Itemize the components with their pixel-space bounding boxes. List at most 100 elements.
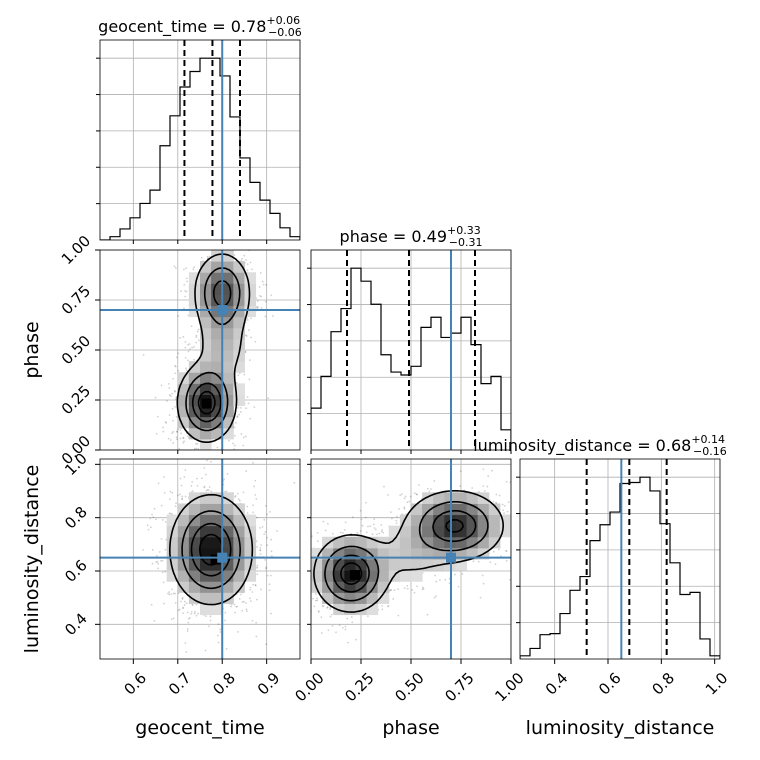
sample-point	[216, 446, 219, 449]
density-cell	[455, 536, 468, 549]
density-cell	[488, 525, 501, 538]
sample-point	[181, 495, 184, 498]
sample-point	[264, 530, 267, 533]
sample-point	[225, 490, 228, 493]
x-tick-label: 0.6	[120, 669, 150, 699]
sample-point	[146, 524, 149, 527]
density-cell	[233, 581, 245, 593]
sample-point	[317, 609, 320, 612]
title-phase: phase = 0.49+0.33 −0.31	[340, 224, 483, 249]
sample-point	[255, 498, 258, 500]
sample-point	[482, 485, 485, 487]
sample-point	[169, 439, 172, 441]
sample-point	[200, 256, 203, 259]
sample-point	[502, 509, 505, 512]
sample-point	[195, 442, 197, 445]
sample-point	[167, 592, 169, 595]
sample-point	[239, 411, 242, 413]
density-cell	[188, 525, 201, 538]
sample-point	[254, 584, 257, 587]
density-cell	[222, 570, 234, 582]
sample-point	[233, 448, 236, 450]
density-cell	[211, 492, 223, 504]
density-cell	[188, 427, 201, 440]
sample-point	[230, 238, 232, 240]
density-cell	[211, 394, 223, 407]
contour-line	[324, 501, 489, 602]
density-cell	[344, 581, 356, 593]
sample-point	[320, 616, 323, 619]
sample-point	[248, 359, 251, 362]
sample-point	[267, 397, 269, 400]
sample-point	[191, 490, 194, 492]
sample-point	[209, 619, 212, 622]
sample-point	[233, 444, 236, 447]
density-cell	[244, 272, 257, 284]
sample-point	[505, 480, 508, 483]
density-cell	[200, 514, 212, 527]
sample-point	[245, 245, 247, 247]
density-cell	[433, 525, 445, 538]
density-cell	[455, 492, 468, 504]
sample-point	[185, 267, 188, 270]
sample-point	[245, 470, 248, 472]
density-cell	[177, 581, 190, 593]
sample-point	[415, 493, 418, 496]
sample-point	[194, 610, 196, 613]
density-cell	[455, 547, 468, 560]
histogram-geocent_time	[100, 57, 300, 240]
sample-point	[426, 487, 429, 490]
density-cell	[211, 416, 223, 429]
sample-point	[233, 426, 236, 429]
y-axis-label-luminosity_distance: luminosity_distance	[21, 465, 43, 654]
density-cell	[200, 372, 212, 384]
sample-point	[176, 430, 179, 433]
sample-point	[459, 485, 462, 487]
density-cell	[188, 416, 201, 429]
sample-point	[187, 343, 190, 346]
sample-point	[251, 268, 253, 271]
sample-point	[193, 358, 195, 361]
sample-point	[247, 329, 250, 332]
sample-point	[400, 493, 403, 496]
sample-point	[246, 319, 249, 321]
density-cell	[233, 570, 245, 582]
sample-point	[242, 491, 245, 494]
density-cell	[211, 250, 223, 262]
sample-point	[185, 651, 188, 653]
sample-point	[230, 605, 232, 608]
sample-point	[196, 442, 199, 445]
sample-point	[264, 567, 267, 570]
density-cell	[233, 514, 245, 527]
density-cell	[366, 536, 379, 549]
density-cell	[177, 547, 190, 560]
sample-point	[489, 561, 492, 564]
density-cell	[455, 559, 468, 571]
sample-point	[248, 378, 251, 381]
sample-point	[397, 614, 400, 617]
sample-point	[258, 294, 261, 297]
density-cell	[177, 394, 190, 407]
diag-panel-phase: phase = 0.49+0.33 −0.31	[307, 224, 512, 451]
density-cell	[166, 514, 179, 527]
sample-point	[312, 597, 314, 600]
sample-point	[182, 606, 185, 609]
sample-point	[153, 619, 156, 622]
sample-point	[187, 617, 190, 620]
sample-point	[266, 544, 269, 547]
density-cell	[177, 405, 190, 418]
sample-point	[246, 396, 249, 398]
sample-point	[494, 563, 497, 566]
contour-line	[181, 510, 241, 590]
sample-point	[236, 416, 239, 419]
sample-point	[197, 328, 200, 331]
sample-point	[177, 352, 180, 355]
density-cell	[211, 327, 223, 340]
sample-point	[186, 280, 189, 283]
sample-point	[210, 490, 213, 493]
density-cell	[200, 603, 212, 616]
sample-point	[184, 469, 187, 471]
density-cell	[399, 570, 412, 582]
contour-line	[313, 490, 504, 613]
